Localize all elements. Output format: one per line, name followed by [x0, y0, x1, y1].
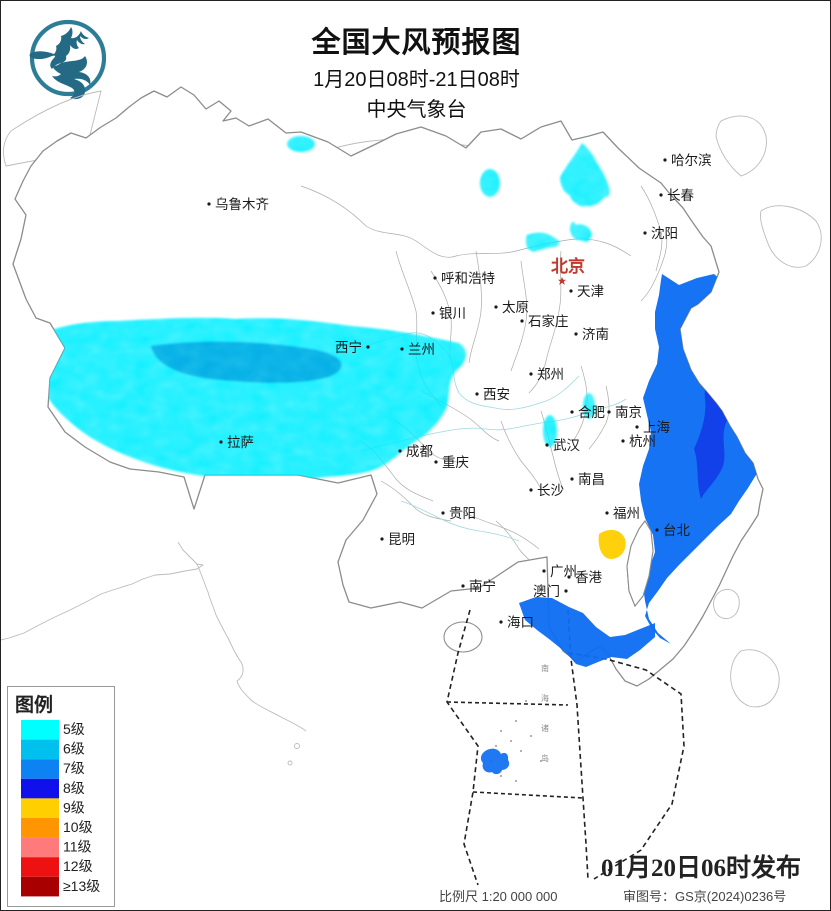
- svg-text:拉萨: 拉萨: [227, 435, 254, 450]
- svg-text:重庆: 重庆: [442, 455, 469, 470]
- svg-text:贵阳: 贵阳: [449, 506, 476, 521]
- svg-text:天津: 天津: [577, 284, 604, 299]
- svg-text:合肥: 合肥: [578, 405, 605, 420]
- svg-text:兰州: 兰州: [408, 342, 435, 357]
- svg-text:台北: 台北: [663, 523, 691, 538]
- svg-text:海: 海: [541, 693, 549, 703]
- svg-text:岛: 岛: [541, 753, 549, 763]
- svg-text:银川: 银川: [439, 306, 466, 321]
- svg-text:上海: 上海: [643, 420, 670, 435]
- svg-text:长春: 长春: [667, 188, 695, 203]
- svg-text:福州: 福州: [613, 506, 640, 521]
- svg-text:石家庄: 石家庄: [528, 313, 569, 329]
- svg-text:哈尔滨: 哈尔滨: [671, 153, 712, 168]
- svg-text:北京: 北京: [551, 256, 585, 276]
- svg-text:武汉: 武汉: [553, 438, 581, 453]
- svg-text:南宁: 南宁: [469, 578, 496, 594]
- svg-text:乌鲁木齐: 乌鲁木齐: [215, 197, 269, 212]
- svg-text:广州: 广州: [550, 564, 577, 579]
- svg-text:成都: 成都: [406, 444, 433, 459]
- svg-text:郑州: 郑州: [537, 367, 564, 382]
- svg-text:西安: 西安: [483, 387, 510, 402]
- svg-text:济南: 济南: [582, 327, 609, 342]
- svg-text:西宁: 西宁: [335, 339, 362, 355]
- svg-text:南京: 南京: [615, 405, 642, 420]
- svg-text:呼和浩特: 呼和浩特: [441, 271, 495, 286]
- svg-text:昆明: 昆明: [388, 532, 415, 547]
- svg-text:南: 南: [541, 663, 549, 673]
- svg-text:沈阳: 沈阳: [651, 226, 678, 241]
- svg-text:杭州: 杭州: [629, 434, 656, 449]
- svg-text:澳门: 澳门: [533, 584, 560, 599]
- svg-text:香港: 香港: [575, 570, 603, 585]
- svg-text:长沙: 长沙: [537, 483, 564, 498]
- svg-text:太原: 太原: [502, 300, 529, 315]
- svg-text:南昌: 南昌: [578, 472, 605, 487]
- svg-text:海口: 海口: [507, 615, 534, 630]
- svg-text:诸: 诸: [541, 724, 549, 733]
